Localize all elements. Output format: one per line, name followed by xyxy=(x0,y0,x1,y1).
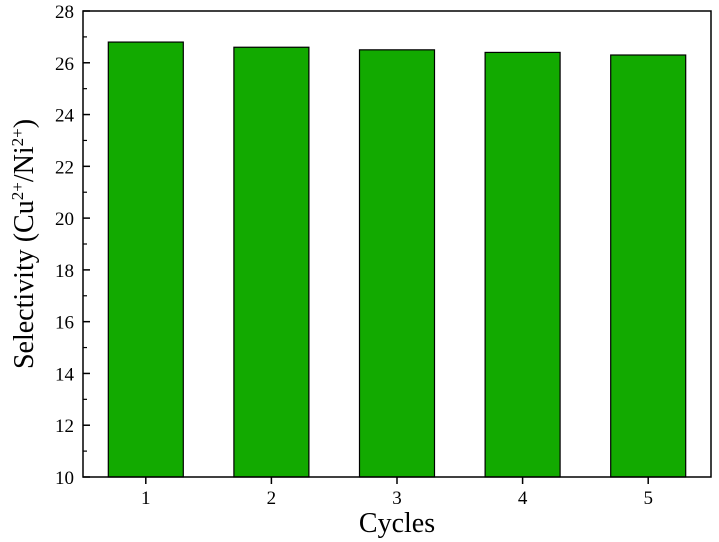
x-tick-label: 4 xyxy=(518,488,528,509)
y-axis-title-prefix: Selectivity (Cu xyxy=(9,200,40,369)
x-tick-label: 3 xyxy=(392,488,402,509)
bar-cycle-1 xyxy=(107,41,184,478)
y-tick-label: 26 xyxy=(55,54,74,75)
bar-cycle-3 xyxy=(358,49,436,478)
y-tick-label: 22 xyxy=(55,157,74,178)
y-tick-label: 28 xyxy=(55,2,74,23)
y-tick-label: 10 xyxy=(55,468,74,489)
x-tick-label: 2 xyxy=(267,488,277,509)
x-axis-ticks: 1 2 3 4 5 xyxy=(141,477,653,509)
y-axis-title-sup2: 2+ xyxy=(8,128,27,146)
y-axis-title-mid: /Ni xyxy=(9,146,40,182)
y-tick-label: 20 xyxy=(55,209,74,230)
y-tick-label: 18 xyxy=(55,261,74,282)
bar-cycle-2 xyxy=(233,46,310,478)
bar-cycle-5 xyxy=(610,54,687,478)
x-tick-label: 5 xyxy=(643,488,653,509)
y-axis-title-suffix: ) xyxy=(9,119,40,128)
y-axis-title-sup1: 2+ xyxy=(8,182,27,200)
y-tick-label: 16 xyxy=(55,313,74,334)
bar-cycle-4 xyxy=(484,51,561,478)
y-tick-label: 24 xyxy=(55,106,75,127)
y-tick-label: 14 xyxy=(55,364,75,385)
bars-group xyxy=(107,41,687,478)
y-axis-ticks: 10 12 14 16 18 20 22 24 26 28 xyxy=(55,2,90,489)
x-axis-title: Cycles xyxy=(359,508,435,539)
y-axis-title: Selectivity (Cu2+/Ni2+) xyxy=(8,119,40,369)
x-tick-label: 1 xyxy=(141,488,151,509)
y-tick-label: 12 xyxy=(55,416,74,437)
